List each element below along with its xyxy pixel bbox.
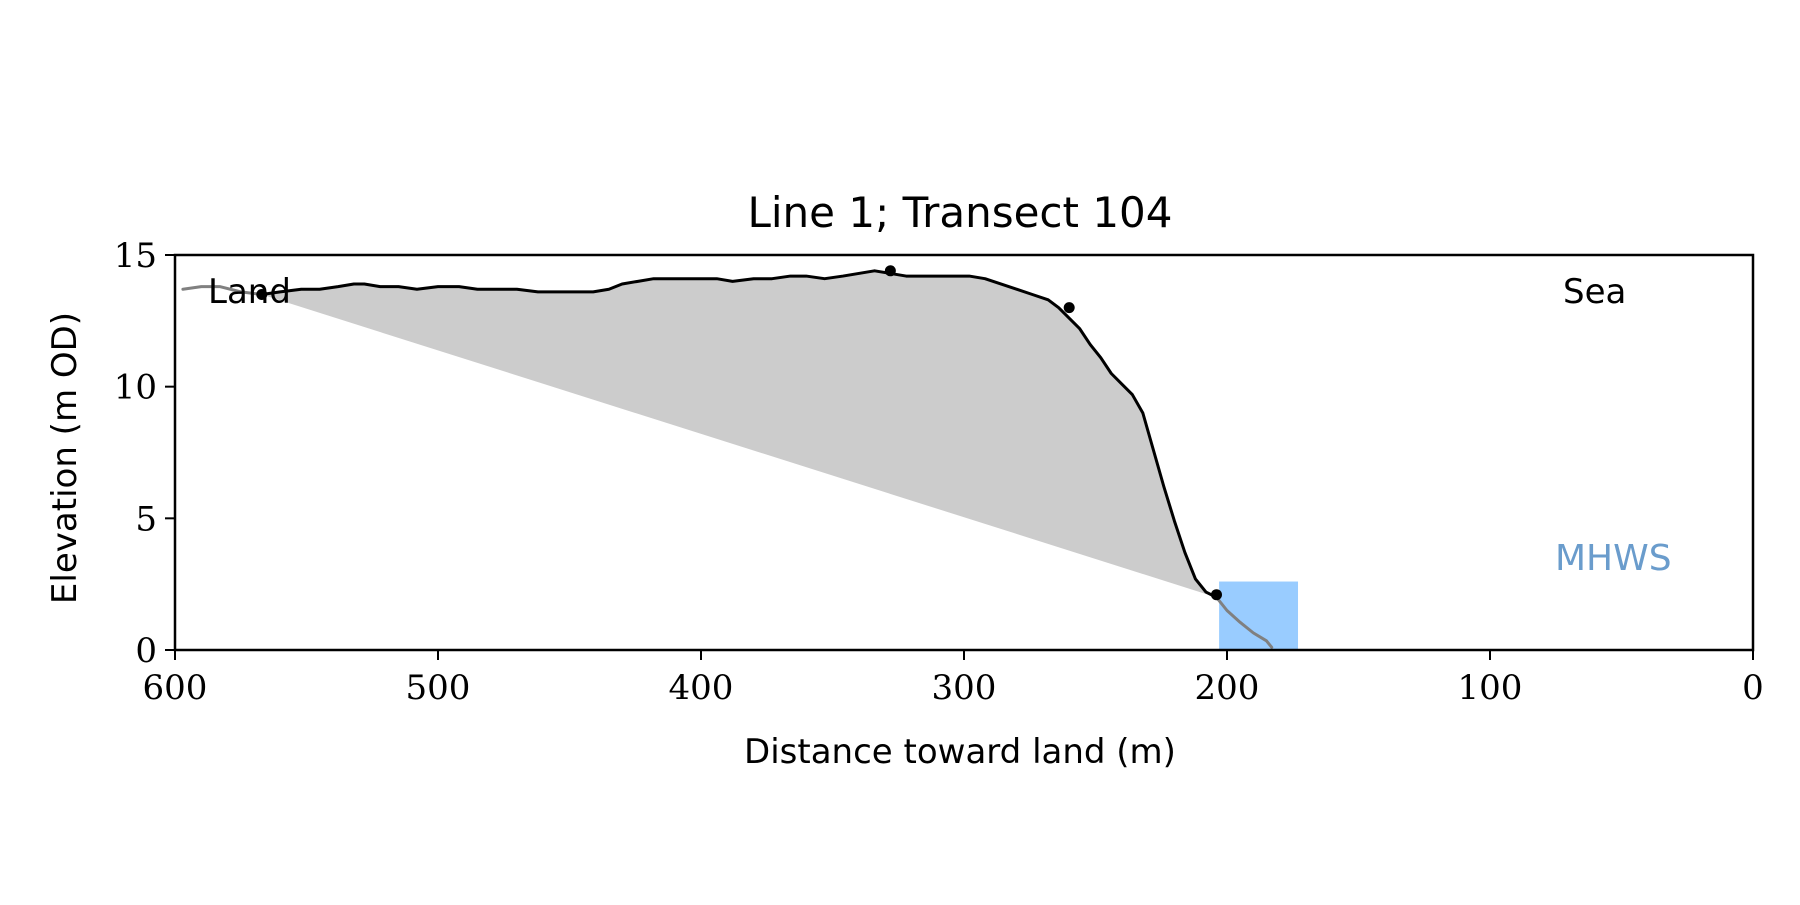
profile-marker (884, 265, 896, 277)
x-axis-label: Distance toward land (m) (744, 732, 1176, 772)
x-tick-label: 200 (1195, 668, 1260, 708)
chart-title: Line 1; Transect 104 (747, 188, 1172, 237)
profile-line (260, 269, 1218, 599)
axis-ticks: 600 500 400 300 200 100 0 0 5 10 15 (114, 236, 1764, 708)
profile-extension-seaward (1214, 595, 1274, 649)
profile-extension-landward (181, 285, 264, 296)
profile-marker (256, 289, 268, 300)
plot-area (181, 265, 1299, 650)
profile-marker (1210, 589, 1222, 601)
mhws-annotation: MHWS (1555, 538, 1672, 579)
x-tick-label: 500 (406, 668, 471, 708)
sea-annotation: Sea (1563, 272, 1626, 312)
x-tick-label: 300 (932, 668, 997, 708)
y-axis-label: Elevation (m OD) (45, 312, 85, 604)
x-tick-label: 400 (669, 668, 734, 708)
y-tick-label: 15 (114, 236, 157, 276)
y-tick-label: 5 (135, 499, 157, 539)
cliff-area (261, 270, 1217, 598)
x-tick-label: 0 (1742, 668, 1764, 708)
profile-marker (1063, 302, 1075, 314)
x-tick-label: 600 (143, 668, 208, 708)
land-annotation: Land (208, 272, 291, 312)
y-tick-label: 10 (114, 368, 157, 408)
x-tick-label: 100 (1458, 668, 1523, 708)
y-tick-label: 0 (135, 631, 157, 671)
